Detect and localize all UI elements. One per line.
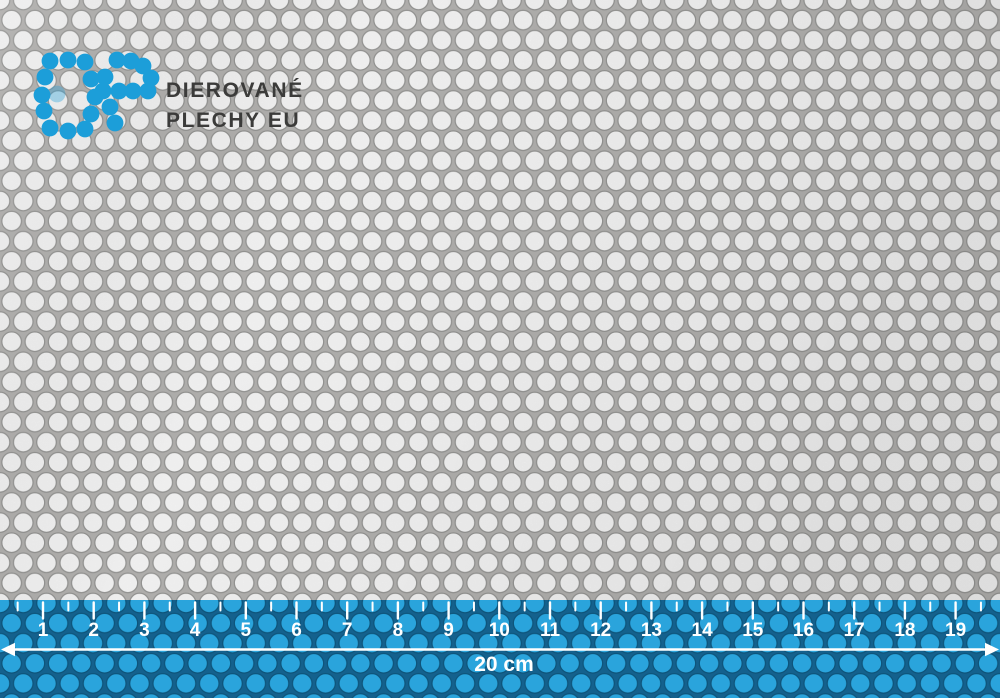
logo-dot-d	[33, 86, 51, 104]
logo-dot-d	[82, 70, 100, 88]
logo-dot-d	[35, 102, 53, 120]
logo-dot-d	[59, 51, 77, 69]
ruler-number: 17	[843, 620, 865, 641]
logo-dot-p	[96, 68, 114, 86]
ruler-number: 15	[742, 620, 764, 641]
ruler-number: 6	[291, 620, 302, 641]
logo-dot-p	[134, 57, 152, 75]
logo-dot-d	[41, 52, 59, 70]
ruler-number: 2	[88, 620, 99, 641]
ruler-total-length-label: 20 cm	[474, 653, 534, 676]
ruler-number: 19	[945, 620, 967, 641]
ruler-number: 4	[189, 620, 201, 641]
ruler-arrow-icon	[1, 642, 999, 657]
logo-dot-d	[76, 120, 94, 138]
ruler-number: 14	[691, 620, 713, 641]
logo-dot-p	[94, 82, 112, 100]
logo-dot-d	[76, 53, 94, 71]
logo-wordmark-line2: PLECHY EU	[166, 109, 301, 132]
logo-dot-light	[48, 85, 66, 103]
ruler-number: 1	[37, 620, 49, 641]
logo-dot-p	[106, 114, 124, 132]
ruler-number: 11	[539, 620, 561, 641]
logo-dot-d	[82, 105, 100, 123]
dp-dot-logo-icon	[33, 51, 160, 140]
ruler-number: 18	[894, 620, 916, 641]
ruler-number: 5	[240, 620, 252, 641]
ruler-tick-marks	[16, 601, 982, 620]
logo-wordmark-line1: DIEROVANÉ	[166, 79, 304, 102]
ruler-number: 9	[443, 620, 454, 641]
ruler-number: 12	[590, 620, 612, 641]
ruler-number: 3	[139, 620, 150, 641]
logo-dot-p	[124, 82, 142, 100]
ruler-number: 10	[488, 620, 510, 641]
logo-dot-p	[101, 98, 119, 116]
ruler-number: 16	[792, 620, 815, 641]
logo-dot-d	[36, 68, 54, 86]
ruler-number: 7	[341, 620, 353, 641]
logo-dot-d	[59, 122, 77, 140]
logo-dot-d	[41, 119, 59, 137]
metal-lighting-shade	[0, 0, 1000, 600]
logo-dot-p	[139, 82, 157, 100]
ruler-number: 13	[640, 620, 662, 641]
logo-dot-p	[110, 82, 128, 100]
logo-dot-p	[108, 51, 126, 69]
ruler-number: 8	[392, 620, 404, 641]
logo-dot-p	[142, 69, 160, 87]
